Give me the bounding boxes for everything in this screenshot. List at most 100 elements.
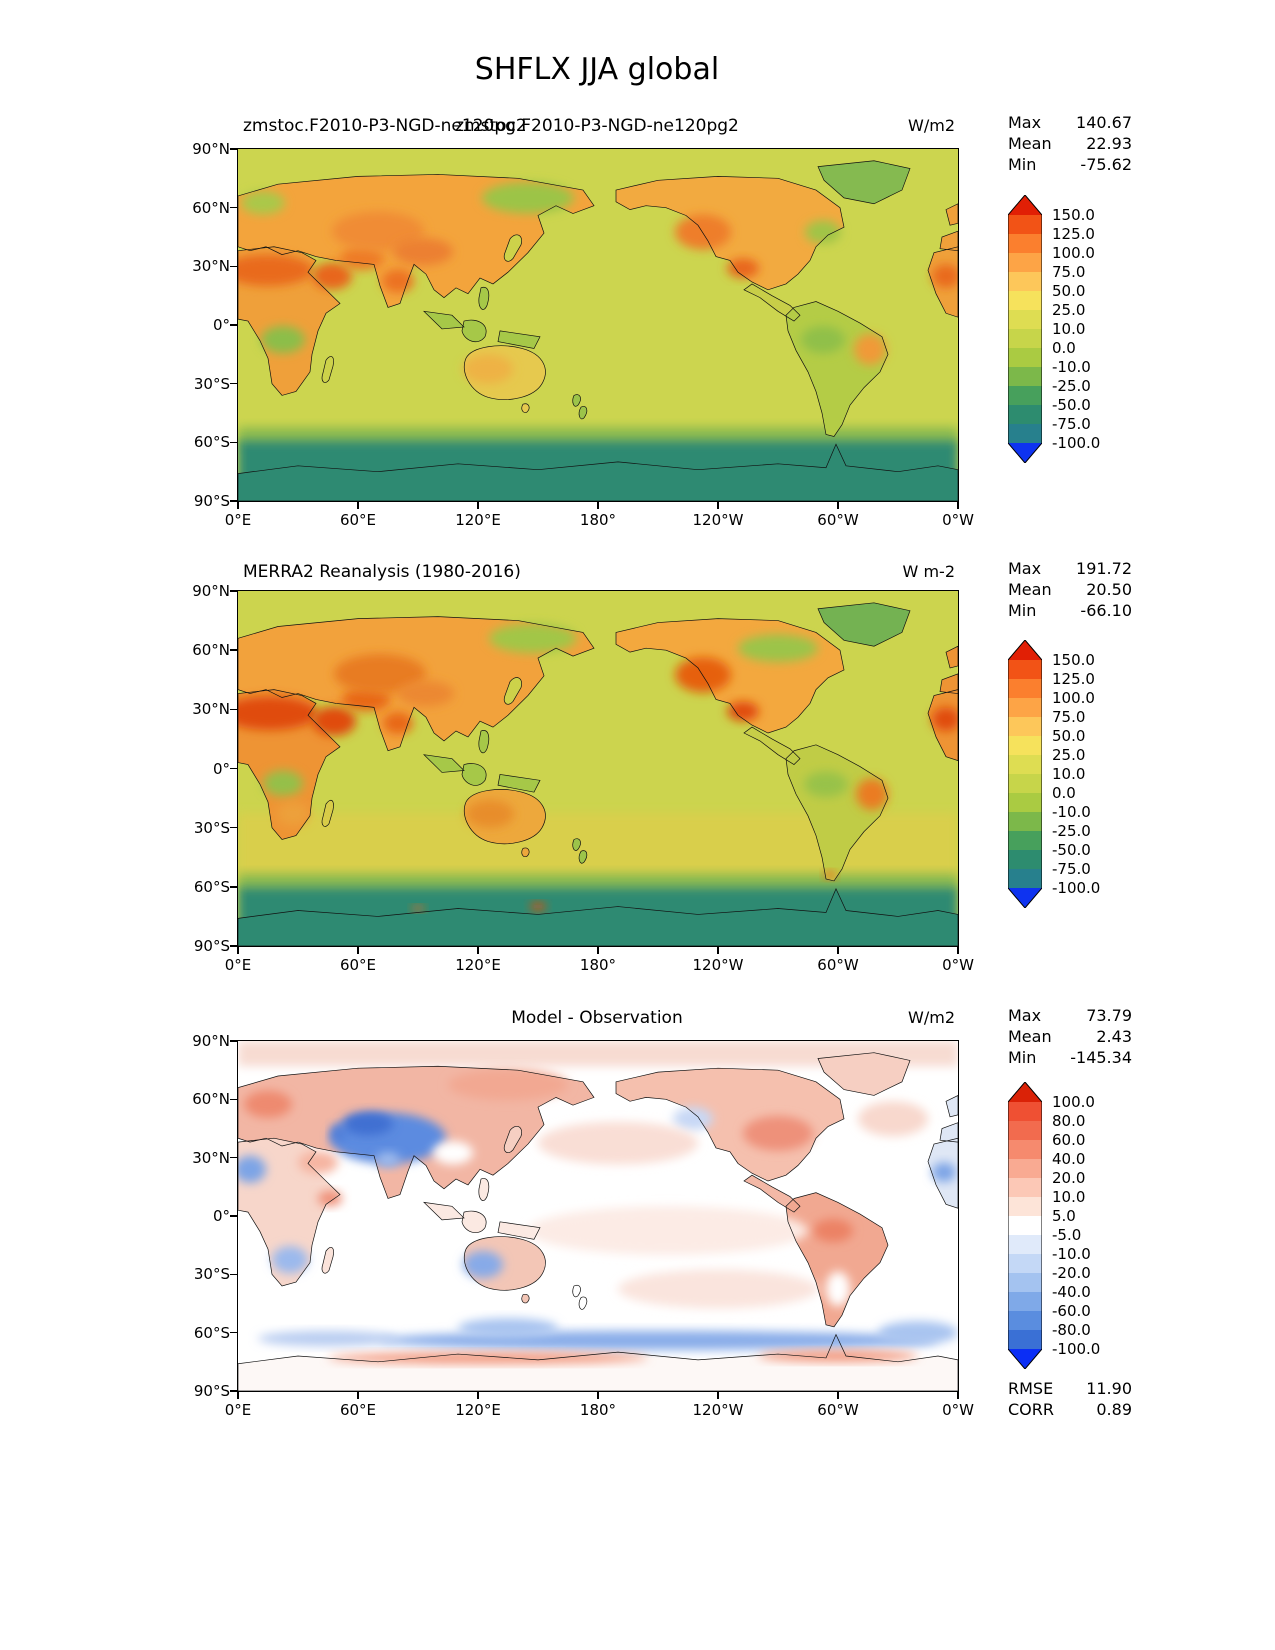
lat-tick-mark [230,441,237,444]
lon-tick-mark [837,947,839,954]
lat-tick-label: 30°N [192,257,230,276]
lon-tick-label: 0°E [224,956,252,974]
lon-tick-mark [717,1392,719,1399]
lon-tick-label: 60°W [817,956,859,974]
colorbar-tick-label: 0.0 [1052,339,1076,357]
lon-tick-mark [477,947,479,954]
lat-tick-label: 90°S [193,1382,230,1400]
colorbar-difference: 100.0 80.0 60.0 40.0 20.0 10.0 5.0 -5.0 -10.0 -20… [1007,1081,1128,1373]
stat-value: 20.50 [1086,580,1132,599]
colorbar-tick-label: 25.0 [1052,746,1086,764]
figure-title: SHFLX JJA global [474,52,720,87]
colorbar-tick-label: 0.0 [1052,784,1076,802]
stat-row: Mean 20.50 [1008,579,1132,600]
units-label: W/m2 [908,116,955,135]
colorbar-graphic [1007,194,1043,464]
colorbar-tick-label: 75.0 [1052,708,1086,726]
colorbar-tick-label: 25.0 [1052,301,1086,319]
units-label: W/m2 [908,1008,955,1027]
lat-tick-mark [230,649,237,651]
lat-tick-mark [230,1331,237,1334]
stat-value: 2.43 [1096,1027,1132,1046]
stat-value: 0.89 [1096,1400,1132,1419]
stat-label: Min [1008,155,1037,174]
lat-tick-label: 60°S [193,433,230,452]
colorbar-tick-label: -40.0 [1052,1283,1091,1301]
lat-tick-mark [230,265,237,268]
stat-row: Max 73.79 [1008,1005,1132,1026]
lon-tick-mark [957,947,959,954]
lon-tick-label: 180° [579,956,617,974]
lon-tick-mark [237,947,239,954]
colorbar-tick-label: -10.0 [1052,803,1091,821]
map-graphic-model [238,149,958,501]
lon-tick-label: 60°E [339,956,377,974]
lat-tick-label: 30°N [192,700,230,719]
stat-row: Min -75.62 [1008,154,1132,175]
stat-label: Min [1008,1048,1037,1067]
colorbar-tick-label: -10.0 [1052,1245,1091,1263]
lat-tick-label: 30°N [192,1148,230,1167]
stat-label: Mean [1008,134,1052,153]
lat-tick-label: 90°N [192,582,230,600]
colorbar-tick-label: 50.0 [1052,727,1086,745]
lat-tick-mark [230,1215,237,1217]
colorbar-tick-label: -75.0 [1052,860,1091,878]
panel-title-row: zmstoc.F2010-P3-NGD-ne120pg2 zmstoc.F201… [237,116,957,138]
colorbar-tick-label: -5.0 [1052,1226,1082,1244]
colorbar-tick-label: 150.0 [1052,206,1095,224]
lon-tick-label: 0°W [942,511,974,529]
colorbar-tick-label: 150.0 [1052,651,1095,669]
lat-tick-mark [230,382,237,385]
stat-value: -75.62 [1080,155,1132,174]
lat-tick-mark [230,945,237,947]
colorbar-tick-label: -75.0 [1052,415,1091,433]
stat-label: Max [1008,1006,1042,1025]
stat-value: 73.79 [1086,1006,1132,1025]
colorbar-observation: 150.0 125.0 100.0 75.0 50.0 25.0 10.0 0.0 -10.0-… [1007,639,1128,912]
colorbar-tick-label: -25.0 [1052,822,1091,840]
stat-row: RMSE 11.90 [1008,1378,1132,1399]
lat-tick-mark [230,1098,237,1101]
stat-value: -145.34 [1070,1048,1132,1067]
panel-title-row: MERRA2 Reanalysis (1980-2016) W m-2 [237,562,957,584]
colorbar-tick-label: -100.0 [1052,1340,1101,1358]
map-observation: 90°N 60°N 30°N 0° 30°S 60°S 90°S 0°E 60°E 120°E 18… [192,582,974,974]
lon-tick-label: 60°E [339,511,377,529]
lat-tick-mark [230,886,237,888]
stats-observation: Max 191.72 Mean 20.50 Min -66.10 [1008,558,1132,621]
colorbar-graphic [1007,639,1043,909]
stat-label: Max [1008,559,1042,578]
map-graphic-difference [238,1041,958,1391]
lon-tick-mark [597,947,599,954]
stat-label: RMSE [1008,1379,1054,1398]
lat-tick-mark [230,708,237,711]
colorbar-tick-label: 50.0 [1052,282,1086,300]
stat-label: Mean [1008,580,1052,599]
stat-label: Mean [1008,1027,1052,1046]
lat-tick-label: 0° [212,1207,230,1225]
stat-value: 140.67 [1076,113,1132,132]
lat-tick-label: 30°S [193,818,230,837]
lon-tick-label: 120°E [455,511,501,529]
colorbar-model: 150.0 125.0 100.0 75.0 50.0 25.0 10.0 0.0 -10.0-… [1007,194,1128,467]
lon-tick-mark [717,502,719,509]
lon-tick-mark [957,502,959,509]
stat-label: Min [1008,601,1037,620]
lat-tick-mark [230,1040,237,1042]
lon-tick-label: 120°E [455,1401,501,1419]
lon-tick-label: 180° [579,511,617,529]
lat-tick-label: 60°N [192,1090,230,1109]
lon-tick-mark [237,1392,239,1399]
stat-row: Min -145.34 [1008,1047,1132,1068]
stats-model: Max 140.67 Mean 22.93 Min -75.62 [1008,112,1132,175]
lat-tick-label: 90°S [193,937,230,955]
stat-value: 11.90 [1086,1379,1132,1398]
colorbar-tick-label: 125.0 [1052,670,1095,688]
colorbar-graphic [1007,1081,1043,1370]
lon-tick-mark [477,1392,479,1399]
panel-title-overlap: zmstoc.F2010-P3-NGD-ne120pg2 [455,116,739,136]
lon-tick-mark [237,502,239,509]
colorbar-tick-label: 60.0 [1052,1131,1086,1149]
